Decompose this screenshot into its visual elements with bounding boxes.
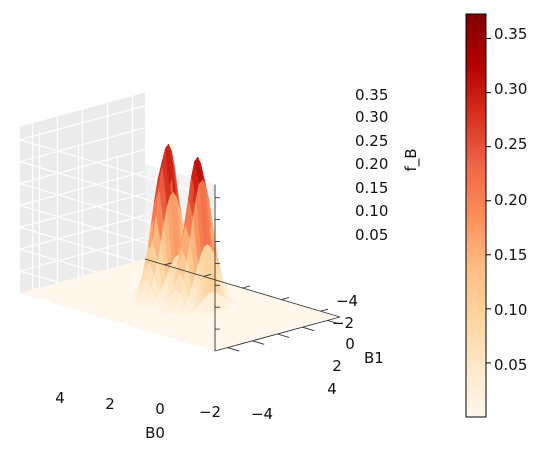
z-tick-label: 0.10	[355, 202, 388, 220]
x-tick-mark	[242, 285, 251, 289]
x-tick-label: −2	[199, 403, 221, 421]
y-axis-label: B1	[364, 349, 384, 367]
z-axis-label: f_B	[402, 148, 421, 171]
colorbar-tick-label: 0.25	[494, 135, 527, 153]
surface-facet	[232, 299, 242, 305]
x-tick-mark	[281, 297, 290, 301]
y-tick-mark	[277, 333, 290, 338]
colorbar-tick-label: 0.05	[494, 356, 527, 374]
surface-facet	[219, 309, 229, 315]
x-tick-label: 2	[105, 395, 115, 413]
y-tick-mark	[227, 347, 240, 352]
colorbar-tick-label: 0.10	[494, 301, 527, 319]
z-tick-label: 0.25	[355, 132, 388, 150]
grid-line	[17, 105, 216, 199]
surface-facet	[230, 297, 239, 302]
x-tick-label: 4	[55, 389, 65, 407]
x-tick-label: −4	[251, 405, 273, 423]
z-axis-ticks: 0.05 0.10 0.15 0.20 0.25 0.30 0.35	[355, 86, 388, 244]
x-axis-ticks: 4 2 0 −2 −4	[55, 389, 273, 423]
colorbar-tick-label: 0.30	[494, 80, 527, 98]
z-tick-label: 0.20	[355, 155, 388, 173]
y-tick-label: −4	[336, 292, 358, 310]
grid-line	[17, 127, 216, 221]
colorbar-gradient	[465, 13, 487, 418]
y-tick-label: 0	[345, 335, 355, 353]
x-tick-mark	[320, 308, 329, 312]
colorbar-ticks	[486, 38, 491, 364]
surface-facet	[230, 302, 240, 309]
z-tick-label: 0.05	[355, 226, 388, 244]
grid-line	[17, 148, 216, 243]
x-tick-mark	[203, 273, 212, 277]
x-tick-label: 0	[155, 400, 165, 418]
z-tick-label: 0.35	[355, 86, 388, 104]
colorbar-tick-label: 0.15	[494, 246, 527, 264]
y-tick-label: 2	[332, 357, 342, 375]
surface-plot	[123, 143, 242, 321]
colorbar: 0.05 0.10 0.15 0.20 0.25 0.30 0.35	[465, 13, 527, 418]
y-tick-label: −2	[332, 314, 354, 332]
z-tick-label: 0.15	[355, 179, 388, 197]
colorbar-tick-label: 0.20	[494, 191, 527, 209]
z-tick-label: 0.30	[355, 108, 388, 126]
y-axis-ticks: −4 −2 0 2 4	[327, 292, 358, 398]
y-tick-mark	[252, 340, 265, 345]
y-tick-mark	[302, 326, 315, 332]
y-tick-mark	[327, 319, 340, 325]
x-axis-label: B0	[145, 424, 165, 442]
x-tick-mark	[164, 262, 173, 266]
axes-edges	[144, 184, 341, 352]
colorbar-tick-label: 0.35	[494, 25, 527, 43]
y-tick-label: 4	[327, 380, 337, 398]
